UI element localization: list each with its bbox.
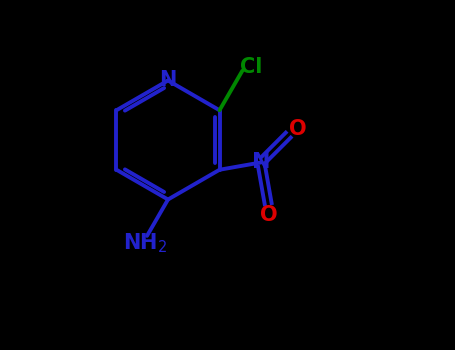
Text: N: N (159, 70, 177, 91)
Text: NH$_2$: NH$_2$ (123, 232, 167, 256)
Text: N: N (252, 153, 270, 173)
Text: O: O (289, 119, 307, 139)
Text: Cl: Cl (240, 57, 262, 77)
Text: O: O (260, 205, 278, 225)
